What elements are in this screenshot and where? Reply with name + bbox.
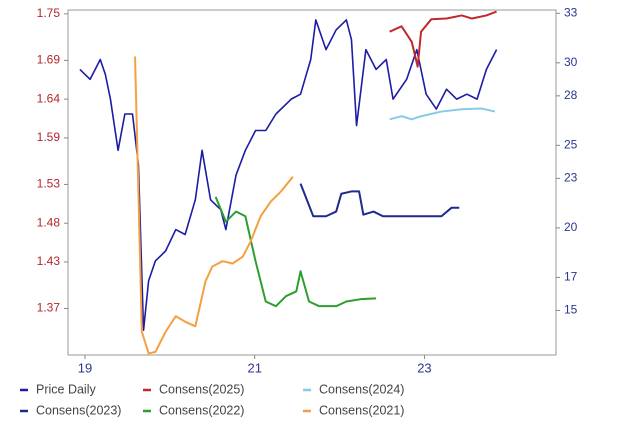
legend-label: Consens(2021)	[319, 403, 404, 417]
y-tick-label: 1.64	[37, 91, 61, 105]
series-line	[214, 196, 377, 308]
series-line	[389, 10, 497, 68]
x-tick-label: 23	[417, 360, 431, 375]
legend-label: Consens(2023)	[36, 403, 121, 417]
y-tick-label: 1.53	[37, 177, 61, 191]
y2-tick-label: 30	[564, 55, 578, 69]
x-tick-label: 19	[78, 360, 92, 375]
plot-frame	[67, 9, 557, 356]
y-tick-label: 1.69	[37, 53, 61, 67]
legend-label: Consens(2024)	[319, 382, 404, 396]
y-tick-label: 1.75	[37, 6, 61, 20]
y2-tick-label: 23	[564, 171, 578, 185]
legend-label: Price Daily	[36, 382, 96, 396]
y-tick-label: 1.48	[37, 215, 61, 229]
y-tick-label: 1.43	[37, 254, 61, 268]
series-line	[134, 56, 294, 355]
series-line	[299, 183, 460, 218]
y2-tick-label: 20	[564, 220, 578, 234]
series-line	[389, 107, 496, 121]
y2-tick-label: 17	[564, 270, 578, 284]
legend-label: Consens(2025)	[159, 382, 244, 396]
y-tick-label: 1.59	[37, 130, 61, 144]
y2-tick-label: 28	[564, 88, 578, 102]
y2-tick-label: 25	[564, 138, 578, 152]
y-tick-label: 1.37	[37, 301, 61, 315]
legend-label: Consens(2022)	[159, 403, 244, 417]
y2-tick-label: 15	[564, 303, 578, 317]
x-tick-label: 21	[247, 360, 261, 375]
y2-tick-label: 33	[564, 5, 578, 19]
